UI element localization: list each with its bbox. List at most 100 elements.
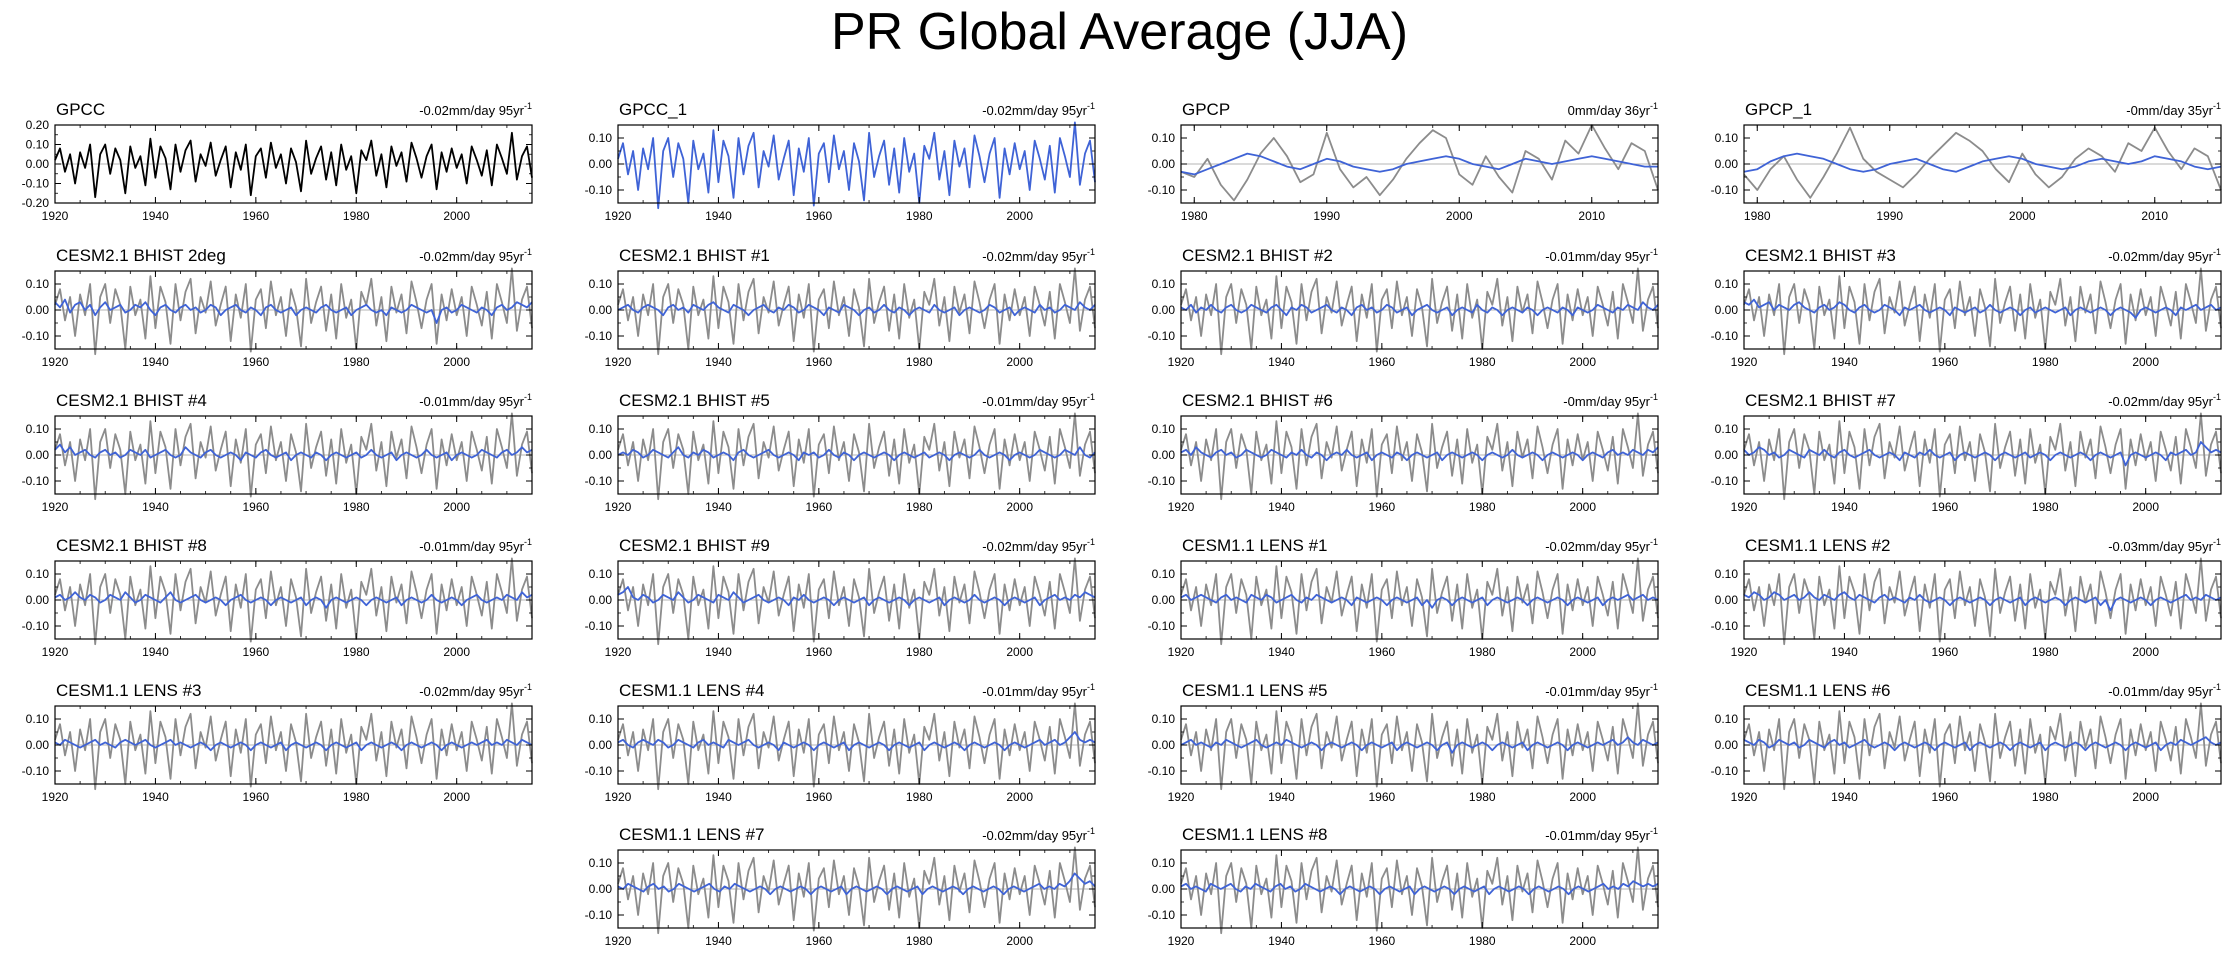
trend-label: -0.02mm/day 95yr-1 xyxy=(982,537,1095,554)
trend-superscript: -1 xyxy=(524,247,532,257)
series-line-obs xyxy=(1180,124,1659,202)
series-line-obs xyxy=(1743,557,2222,646)
x-tick-label: 1980 xyxy=(1181,209,1208,223)
y-tick-label: -0.10 xyxy=(585,329,613,343)
x-tick-label: 2000 xyxy=(2009,209,2036,223)
y-tick-label: -0.10 xyxy=(22,177,50,191)
trend-label: -0.01mm/day 95yr-1 xyxy=(2108,682,2221,699)
x-tick-label: 1920 xyxy=(42,209,69,223)
panel: CESM1.1 LENS #6 -0.01mm/day 95yr-1 0.10 0.0… xyxy=(1711,681,2222,804)
panel: CESM2.1 BHIST #7 -0.02mm/day 95yr-1 0.10 0.… xyxy=(1711,391,2222,514)
panel-title: CESM1.1 LENS #5 xyxy=(1182,681,1328,700)
y-tick-label: 0.10 xyxy=(1715,277,1739,291)
panel: CESM2.1 BHIST 2deg -0.02mm/day 95yr-1 0.10… xyxy=(22,246,533,369)
panel-title: CESM1.1 LENS #2 xyxy=(1745,536,1891,555)
y-tick-label: -0.10 xyxy=(22,329,50,343)
trend-label: -0.01mm/day 95yr-1 xyxy=(419,392,532,409)
panel: CESM2.1 BHIST #8 -0.01mm/day 95yr-1 0.10 0.… xyxy=(22,536,533,659)
panel: CESM1.1 LENS #4 -0.01mm/day 95yr-1 0.10 0.0… xyxy=(585,681,1096,804)
series-line-model xyxy=(617,586,1096,607)
main-title: PR Global Average (JJA) xyxy=(830,3,1409,61)
series-line-obs xyxy=(617,846,1096,935)
x-tick-label: 1920 xyxy=(1168,934,1195,948)
panel: CESM1.1 LENS #3 -0.02mm/day 95yr-1 0.10 0.0… xyxy=(22,681,533,804)
panel-title: CESM1.1 LENS #4 xyxy=(619,681,765,700)
panel-title: CESM2.1 BHIST #9 xyxy=(619,536,770,555)
x-tick-label: 1980 xyxy=(343,645,370,659)
x-tick-label: 1980 xyxy=(343,209,370,223)
y-tick-label: 0.10 xyxy=(26,712,50,726)
trend-value: -0.02mm/day 95yr xyxy=(982,828,1087,843)
trend-label: -0.01mm/day 95yr-1 xyxy=(1545,682,1658,699)
trend-superscript: -1 xyxy=(1087,682,1095,692)
series-line-model xyxy=(617,731,1096,752)
x-tick-label: 1980 xyxy=(343,500,370,514)
x-tick-label: 1940 xyxy=(142,500,169,514)
x-tick-label: 2000 xyxy=(2132,355,2159,369)
series-line-obs xyxy=(1743,412,2222,501)
x-tick-label: 1940 xyxy=(705,209,732,223)
y-tick-label: 0.00 xyxy=(1152,157,1176,171)
x-tick-label: 1980 xyxy=(1469,645,1496,659)
x-tick-label: 1960 xyxy=(1368,934,1395,948)
series-line-obs xyxy=(1743,126,2222,199)
x-tick-label: 1980 xyxy=(343,790,370,804)
y-tick-label: 0.00 xyxy=(1715,303,1739,317)
x-tick-label: 2010 xyxy=(1578,209,1605,223)
x-tick-label: 1940 xyxy=(1268,790,1295,804)
x-tick-label: 1940 xyxy=(1268,355,1295,369)
trend-value: 0mm/day 36yr xyxy=(1568,103,1651,118)
panel: CESM2.1 BHIST #2 -0.01mm/day 95yr-1 0.10 0.… xyxy=(1148,246,1659,369)
panel-title: CESM2.1 BHIST #8 xyxy=(56,536,207,555)
series-line-model xyxy=(1180,301,1659,317)
trend-superscript: -1 xyxy=(1650,101,1658,111)
x-tick-label: 1960 xyxy=(1368,790,1395,804)
y-tick-label: 0.10 xyxy=(1152,567,1176,581)
trend-label: -0.01mm/day 95yr-1 xyxy=(982,682,1095,699)
series-line-model xyxy=(1743,152,2222,173)
y-tick-label: 0.10 xyxy=(589,567,613,581)
trend-superscript: -1 xyxy=(524,392,532,402)
x-tick-label: 2000 xyxy=(1006,790,1033,804)
series-line-obs xyxy=(617,557,1096,646)
x-tick-label: 1940 xyxy=(705,645,732,659)
y-tick-label: -0.10 xyxy=(1711,619,1739,633)
x-tick-label: 1980 xyxy=(1744,209,1771,223)
x-tick-label: 1980 xyxy=(906,355,933,369)
x-tick-label: 1960 xyxy=(805,355,832,369)
trend-value: -0mm/day 95yr xyxy=(1563,394,1650,409)
series-line-model xyxy=(54,298,533,324)
x-tick-label: 2000 xyxy=(1006,645,1033,659)
trend-superscript: -1 xyxy=(524,682,532,692)
x-tick-label: 2000 xyxy=(1569,790,1596,804)
trend-value: -0.01mm/day 95yr xyxy=(982,684,1087,699)
x-tick-label: 1920 xyxy=(1168,645,1195,659)
x-tick-label: 2000 xyxy=(443,645,470,659)
trend-label: -0.01mm/day 95yr-1 xyxy=(982,392,1095,409)
series-line-obs xyxy=(617,702,1096,791)
x-tick-label: 2000 xyxy=(1446,209,1473,223)
y-tick-label: 0.00 xyxy=(589,882,613,896)
x-tick-label: 1960 xyxy=(242,355,269,369)
x-tick-label: 1980 xyxy=(1469,790,1496,804)
trend-label: -0.02mm/day 95yr-1 xyxy=(419,682,532,699)
x-tick-label: 2000 xyxy=(443,500,470,514)
y-tick-label: 0.10 xyxy=(1152,277,1176,291)
y-tick-label: 0.00 xyxy=(1715,448,1739,462)
x-tick-label: 1960 xyxy=(805,934,832,948)
trend-label: -0.01mm/day 95yr-1 xyxy=(1545,247,1658,264)
x-tick-label: 1940 xyxy=(142,355,169,369)
panel-title: CESM1.1 LENS #7 xyxy=(619,825,765,844)
trend-value: -0.02mm/day 95yr xyxy=(2108,249,2213,264)
trend-superscript: -1 xyxy=(2213,247,2221,257)
y-tick-label: -0.10 xyxy=(1148,329,1176,343)
y-tick-label: -0.10 xyxy=(22,764,50,778)
x-tick-label: 1940 xyxy=(1831,790,1858,804)
x-tick-label: 1980 xyxy=(906,934,933,948)
trend-label: 0mm/day 36yr-1 xyxy=(1568,101,1658,118)
y-tick-label: 0.10 xyxy=(26,422,50,436)
panel-title: CESM1.1 LENS #1 xyxy=(1182,536,1328,555)
panel: CESM2.1 BHIST #5 -0.01mm/day 95yr-1 0.10 0.… xyxy=(585,391,1096,514)
trend-value: -0.02mm/day 95yr xyxy=(982,249,1087,264)
series-line-obs xyxy=(1180,412,1659,501)
